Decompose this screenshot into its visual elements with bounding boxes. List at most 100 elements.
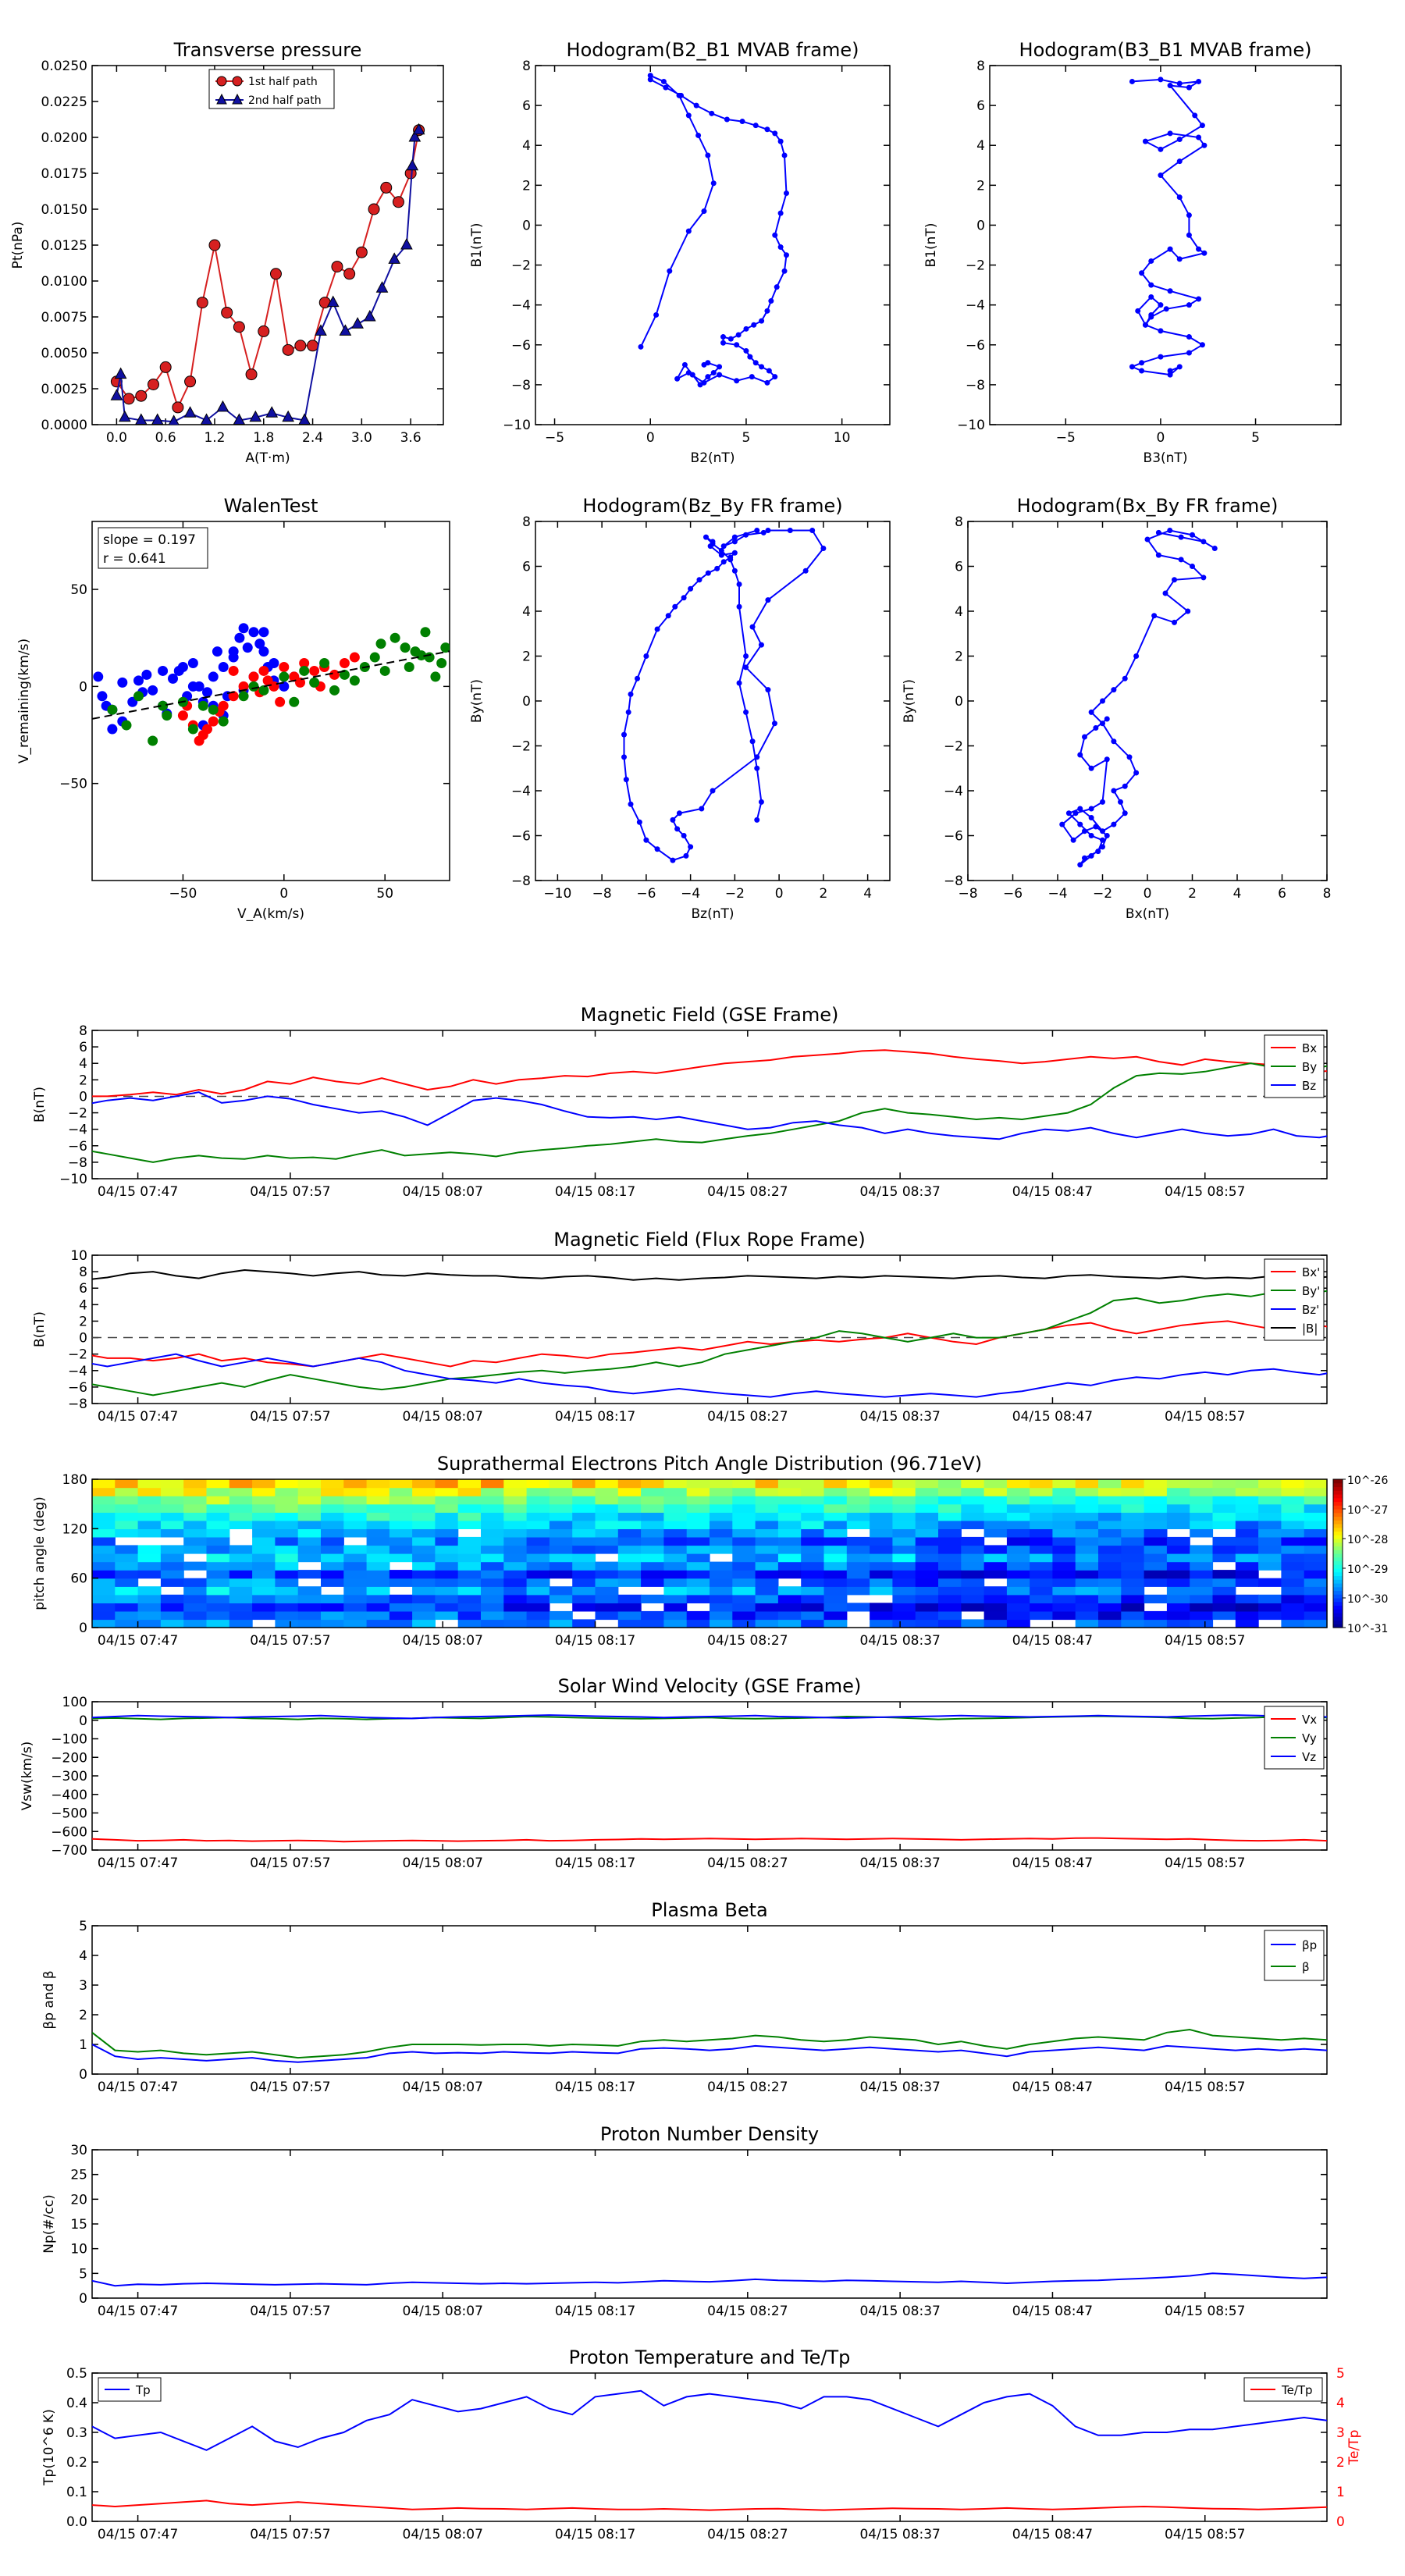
data-point bbox=[1196, 78, 1202, 84]
heatmap-cell bbox=[366, 1561, 390, 1571]
data-point bbox=[172, 401, 184, 414]
heatmap-cell bbox=[1006, 1536, 1030, 1546]
heatmap-cell bbox=[755, 1536, 779, 1546]
y-tick-label: 2 bbox=[522, 178, 531, 194]
heatmap-cell bbox=[572, 1586, 596, 1596]
heatmap-cell bbox=[137, 1553, 162, 1563]
heatmap-cell bbox=[343, 1487, 368, 1496]
colorbar-tick-label: 10^-26 bbox=[1347, 1475, 1389, 1487]
data-point bbox=[1167, 288, 1173, 294]
heatmap-cell bbox=[938, 1496, 962, 1505]
data-point bbox=[718, 547, 724, 553]
heatmap-cell bbox=[1258, 1496, 1282, 1505]
heatmap-cell bbox=[1052, 1610, 1076, 1621]
heatmap-cell bbox=[823, 1496, 848, 1505]
heatmap-cell bbox=[1075, 1536, 1099, 1546]
heatmap-cell bbox=[160, 1520, 184, 1529]
data-point bbox=[158, 665, 169, 676]
heatmap-cell bbox=[663, 1594, 688, 1603]
data-point bbox=[1158, 354, 1164, 360]
data-point bbox=[1077, 806, 1083, 812]
heatmap-cell bbox=[1121, 1586, 1145, 1596]
heatmap-cell bbox=[275, 1603, 299, 1612]
heatmap-cell bbox=[915, 1610, 939, 1621]
data-point bbox=[183, 406, 197, 418]
heatmap-cell bbox=[1006, 1545, 1030, 1554]
heatmap-cell bbox=[686, 1487, 710, 1496]
data-point bbox=[279, 671, 290, 682]
data-point bbox=[709, 110, 715, 116]
x-tick-label: 0.6 bbox=[155, 430, 176, 446]
data-point bbox=[681, 833, 687, 838]
heatmap-cell bbox=[1166, 1479, 1190, 1489]
heatmap-cell bbox=[1258, 1545, 1282, 1554]
heatmap-cell bbox=[801, 1503, 825, 1513]
heatmap-cell bbox=[595, 1578, 619, 1587]
data-point bbox=[339, 658, 350, 669]
y-tick-label: 2 bbox=[79, 1314, 87, 1329]
x-tick-label: −6 bbox=[1003, 886, 1023, 902]
heatmap-cell bbox=[503, 1487, 528, 1496]
heatmap-cell bbox=[137, 1586, 162, 1596]
chart-title-hodo2: Hodogram(B3_B1 MVAB frame) bbox=[1019, 39, 1312, 61]
heatmap-cell bbox=[92, 1586, 116, 1596]
heatmap-cell bbox=[481, 1578, 504, 1587]
heatmap-cell bbox=[92, 1496, 116, 1505]
time-tick-label: 04/15 08:57 bbox=[1165, 2080, 1245, 2095]
heatmap-cell bbox=[457, 1603, 482, 1612]
heatmap-cell bbox=[915, 1512, 939, 1521]
heatmap-cell bbox=[183, 1503, 208, 1513]
data-point bbox=[400, 642, 411, 653]
plot-area-tp: 04/15 07:47 04/15 07:57 04/15 08:07 04/15 0… bbox=[41, 2366, 1362, 2542]
y-tick-label: 2 bbox=[955, 649, 963, 665]
y-tick-label: 0 bbox=[79, 1089, 87, 1105]
data-point bbox=[672, 603, 678, 610]
heatmap-cell bbox=[1098, 1586, 1122, 1596]
time-tick-label: 04/15 08:47 bbox=[1012, 2080, 1093, 2095]
data-point bbox=[1104, 716, 1110, 722]
heatmap-cell bbox=[617, 1479, 642, 1489]
pt-series bbox=[110, 123, 425, 425]
plot-frame-beta bbox=[91, 1925, 1328, 2075]
heatmap-cell bbox=[1281, 1619, 1305, 1628]
heatmap-cell bbox=[663, 1496, 688, 1505]
heatmap-cell bbox=[984, 1610, 1008, 1621]
heatmap-cell bbox=[481, 1561, 504, 1571]
time-tick-label: 04/15 08:17 bbox=[555, 2527, 635, 2542]
heatmap-cell bbox=[1098, 1610, 1122, 1621]
y-tick-label: −500 bbox=[51, 1806, 87, 1822]
heatmap-cell bbox=[1030, 1503, 1053, 1513]
y-tick-label: 8 bbox=[976, 59, 985, 74]
heatmap-cell bbox=[1030, 1545, 1053, 1554]
y2-tick-label: 4 bbox=[1336, 2396, 1345, 2411]
legend-label: Vx bbox=[1302, 1713, 1317, 1727]
heatmap-cell bbox=[1166, 1578, 1190, 1587]
data-point bbox=[1077, 821, 1083, 827]
heatmap-cell bbox=[435, 1553, 459, 1563]
data-point bbox=[647, 73, 653, 79]
y-tick-label: 0.0150 bbox=[41, 202, 87, 218]
heatmap-cell bbox=[663, 1479, 688, 1489]
heatmap-cell bbox=[137, 1520, 162, 1529]
data-point bbox=[299, 658, 310, 669]
heatmap-cell bbox=[710, 1536, 733, 1546]
heatmap-cell bbox=[755, 1503, 779, 1513]
data-point bbox=[196, 297, 208, 309]
heatmap-cell bbox=[1144, 1496, 1168, 1505]
data-point bbox=[238, 691, 249, 702]
heatmap-cell bbox=[755, 1619, 779, 1628]
y-tick-label: 10 bbox=[70, 1248, 87, 1264]
heatmap-cell bbox=[915, 1496, 939, 1505]
heatmap-cell bbox=[366, 1610, 390, 1621]
data-point bbox=[670, 817, 676, 823]
heatmap-cell bbox=[732, 1610, 756, 1621]
heatmap-cell bbox=[137, 1512, 162, 1521]
data-point bbox=[643, 837, 649, 843]
heatmap-cell bbox=[641, 1479, 664, 1489]
plot-area-pad: 04/15 07:47 04/15 07:57 04/15 08:07 04/15 0… bbox=[32, 1472, 1389, 1649]
plot-frame-hodo4 bbox=[967, 521, 1328, 881]
heatmap-cell bbox=[321, 1570, 344, 1579]
heatmap-cell bbox=[412, 1570, 436, 1579]
